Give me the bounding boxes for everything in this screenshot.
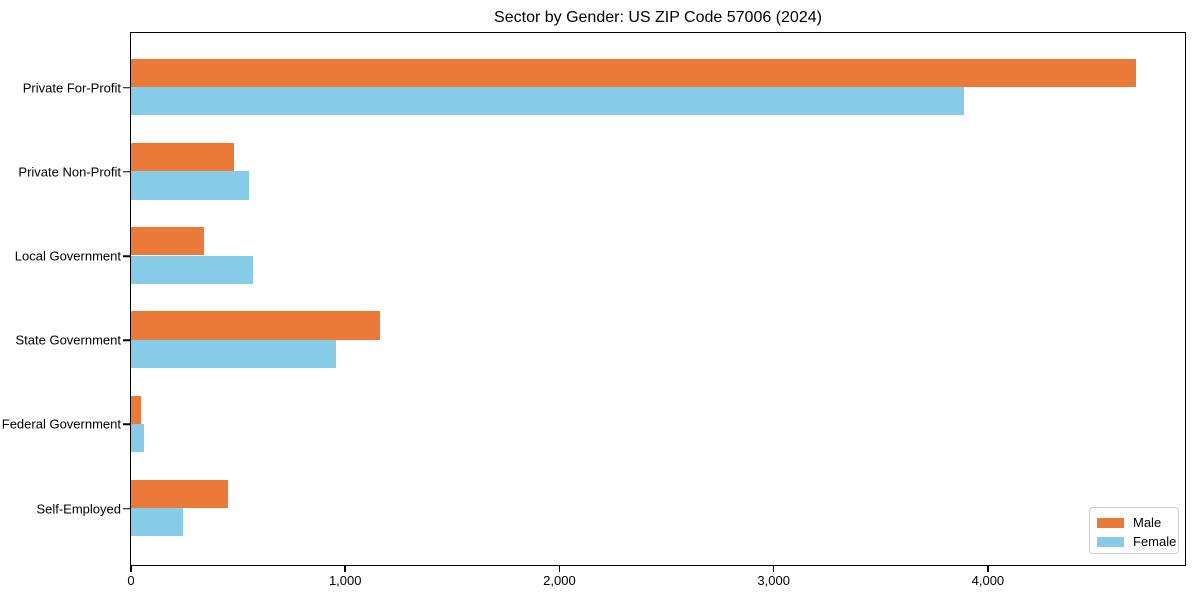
category-label: Private For-Profit [22,80,121,96]
category-tick-mark [123,339,130,341]
legend-swatch-female [1097,536,1124,547]
chart-title: Sector by Gender: US ZIP Code 57006 (202… [494,9,822,26]
x-axis-tick-mark [987,566,989,572]
legend-label: Male [1133,515,1162,530]
bar-female [131,508,184,537]
x-axis-tick-label: 2,000 [543,573,576,588]
category-label: State Government [15,332,122,348]
bar-male [131,311,380,340]
legend-label: Female [1133,534,1177,549]
bar-male [131,142,235,172]
category-label: Private Non-Profit [18,164,121,180]
bar-female [131,171,250,200]
x-axis-tick-mark [772,566,775,572]
legend-item-male: Male [1097,514,1178,531]
bar-female [131,423,144,453]
bar-male [131,227,204,256]
bar-male [131,479,229,509]
category-tick-mark [123,255,130,257]
legend: Male Female [1089,507,1179,554]
bar-female [131,339,337,369]
x-axis-tick-mark [130,566,132,572]
category-tick-mark [123,507,130,510]
bar-male [131,58,1136,88]
bar-male [131,395,142,424]
x-axis-tick-mark [344,566,346,572]
x-axis-tick-mark [558,566,561,572]
bar-female [131,87,965,116]
legend-swatch-male [1097,517,1124,528]
x-axis-tick-label: 3,000 [757,573,790,588]
category-tick-mark [123,86,130,89]
category-label: Local Government [14,248,121,264]
x-axis-tick-label: 1,000 [328,573,362,588]
category-label: Federal Government [1,416,121,432]
plot-area [130,32,1186,566]
x-axis-tick-label: 4,000 [971,573,1005,588]
bar-female [131,255,254,284]
category-tick-mark [123,423,130,426]
category-label: Self-Employed [36,501,121,517]
category-tick-mark [123,171,130,173]
legend-item-female: Female [1097,533,1178,550]
x-axis-tick-label: 0 [127,573,135,588]
